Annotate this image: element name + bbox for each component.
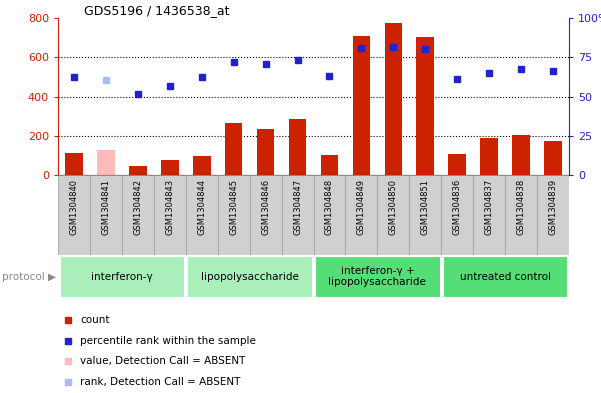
Bar xyxy=(443,256,567,297)
Text: GSM1304851: GSM1304851 xyxy=(421,179,430,235)
Text: GSM1304845: GSM1304845 xyxy=(229,179,238,235)
Bar xyxy=(480,138,498,175)
Bar xyxy=(416,37,434,175)
Bar xyxy=(122,175,154,255)
Bar xyxy=(97,151,115,175)
Bar xyxy=(448,154,466,175)
Bar xyxy=(473,175,505,255)
Bar xyxy=(90,175,122,255)
Text: rank, Detection Call = ABSENT: rank, Detection Call = ABSENT xyxy=(80,377,240,387)
Bar xyxy=(512,135,530,175)
Text: lipopolysaccharide: lipopolysaccharide xyxy=(201,272,299,281)
Bar xyxy=(65,153,83,175)
Text: GSM1304844: GSM1304844 xyxy=(197,179,206,235)
Bar xyxy=(257,129,275,175)
Bar xyxy=(505,175,537,255)
Bar xyxy=(288,119,307,175)
Bar xyxy=(353,36,370,175)
Bar xyxy=(129,166,147,175)
Bar xyxy=(281,175,314,255)
Text: GSM1304848: GSM1304848 xyxy=(325,179,334,235)
Bar xyxy=(315,256,440,297)
Text: GSM1304849: GSM1304849 xyxy=(357,179,366,235)
Bar xyxy=(59,256,184,297)
Bar xyxy=(321,155,338,175)
Bar xyxy=(249,175,281,255)
Text: GSM1304850: GSM1304850 xyxy=(389,179,398,235)
Text: interferon-γ: interferon-γ xyxy=(91,272,153,281)
Text: GSM1304841: GSM1304841 xyxy=(102,179,111,235)
Text: untreated control: untreated control xyxy=(460,272,551,281)
Bar xyxy=(537,175,569,255)
Text: GSM1304837: GSM1304837 xyxy=(484,179,493,235)
Text: GSM1304836: GSM1304836 xyxy=(453,179,462,235)
Bar xyxy=(385,23,402,175)
Bar xyxy=(545,141,562,175)
Text: interferon-γ +
lipopolysaccharide: interferon-γ + lipopolysaccharide xyxy=(328,266,426,287)
Bar xyxy=(58,175,90,255)
Bar xyxy=(188,256,312,297)
Bar xyxy=(225,123,242,175)
Bar xyxy=(441,175,473,255)
Text: protocol ▶: protocol ▶ xyxy=(2,272,56,281)
Bar xyxy=(154,175,186,255)
Text: GSM1304840: GSM1304840 xyxy=(70,179,79,235)
Text: GDS5196 / 1436538_at: GDS5196 / 1436538_at xyxy=(84,4,229,17)
Bar xyxy=(218,175,249,255)
Text: percentile rank within the sample: percentile rank within the sample xyxy=(80,336,256,346)
Bar xyxy=(377,175,409,255)
Text: GSM1304847: GSM1304847 xyxy=(293,179,302,235)
Text: GSM1304843: GSM1304843 xyxy=(165,179,174,235)
Text: value, Detection Call = ABSENT: value, Detection Call = ABSENT xyxy=(80,356,245,366)
Bar xyxy=(314,175,346,255)
Bar xyxy=(193,156,210,175)
Text: GSM1304838: GSM1304838 xyxy=(517,179,526,235)
Text: GSM1304842: GSM1304842 xyxy=(133,179,142,235)
Text: count: count xyxy=(80,315,109,325)
Text: GSM1304846: GSM1304846 xyxy=(261,179,270,235)
Bar xyxy=(409,175,441,255)
Bar xyxy=(346,175,377,255)
Bar xyxy=(161,160,178,175)
Bar xyxy=(186,175,218,255)
Text: GSM1304839: GSM1304839 xyxy=(549,179,558,235)
